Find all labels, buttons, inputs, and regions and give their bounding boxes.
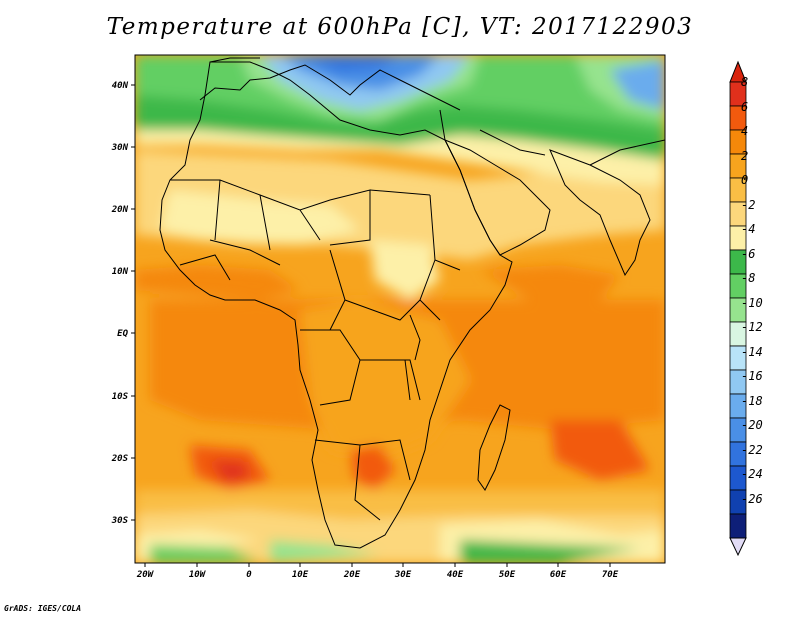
colorbar-label: -2 <box>741 198 755 212</box>
lon-label: 20E <box>343 570 361 580</box>
colorbar: 8 6 4 2 0 -2 -4 -6 -8 -10 -12 -14 -16 -1… <box>729 60 763 557</box>
lat-label: 20N <box>111 205 129 215</box>
colorbar-label: 8 <box>741 75 748 89</box>
lon-tick-labels: 20W 10W 0 10E 20E 30E 40E 50E 60E 70E <box>136 570 619 580</box>
colorbar-label: -26 <box>741 492 763 506</box>
colorbar-label: 6 <box>741 100 748 114</box>
colorbar-swatch <box>729 513 747 539</box>
lon-label: 70E <box>602 570 619 580</box>
lon-label: 60E <box>550 570 567 580</box>
lon-label: 50E <box>499 570 516 580</box>
colorbar-label: -20 <box>741 418 763 432</box>
lon-label: 10W <box>189 570 207 580</box>
map-frame <box>134 54 666 564</box>
chart-title: Temperature at 600hPa [C], VT: 201712290… <box>106 14 694 40</box>
colorbar-label: -22 <box>741 443 763 457</box>
colorbar-label: -4 <box>741 222 755 236</box>
lat-label: 10S <box>112 392 129 402</box>
colorbar-labels: 8 6 4 2 0 -2 -4 -6 -8 -10 -12 -14 -16 -1… <box>741 75 763 506</box>
lat-label: 20S <box>111 454 129 464</box>
lat-label: 40N <box>112 81 129 91</box>
colorbar-label: 4 <box>741 124 748 138</box>
colorbar-label: -18 <box>741 394 763 408</box>
lat-tick-labels: 40N 30N 20N 10N EQ 10S 20S 30S <box>111 81 129 526</box>
colorbar-label: -10 <box>741 296 763 310</box>
colorbar-bottom-arrow <box>729 537 747 557</box>
lon-label: 30E <box>394 570 412 580</box>
colorbar-label: -16 <box>741 369 763 383</box>
colorbar-label: -24 <box>741 467 763 481</box>
lon-label: 0 <box>246 570 252 580</box>
lat-label: 30S <box>111 516 129 526</box>
colorbar-label: -12 <box>741 320 763 334</box>
lon-label: 20W <box>136 570 155 580</box>
footer-credit: GrADS: IGES/COLA <box>4 604 82 613</box>
colorbar-label: -8 <box>741 271 755 285</box>
colorbar-label: -14 <box>741 345 763 359</box>
colorbar-label: 0 <box>741 173 748 187</box>
lon-label: 10E <box>292 570 309 580</box>
coastlines <box>159 57 665 549</box>
temperature-field <box>135 55 665 563</box>
lat-label: 10N <box>112 267 129 277</box>
colorbar-label: -6 <box>741 247 755 261</box>
lat-label: 30N <box>111 143 129 153</box>
axis-ticks <box>131 84 611 567</box>
lon-label: 40E <box>447 570 464 580</box>
lat-label: EQ <box>117 329 128 339</box>
colorbar-label: 2 <box>741 149 748 163</box>
